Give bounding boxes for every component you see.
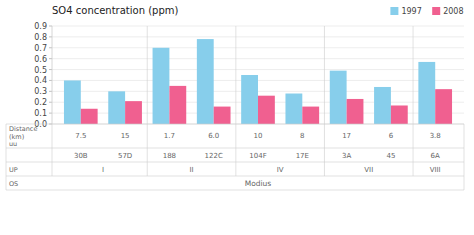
bar [347, 99, 364, 124]
tick [49, 80, 52, 81]
tick-label: 0.6 [34, 55, 47, 64]
bar [418, 62, 435, 124]
distance-label: 7.5 [75, 132, 86, 140]
category-label: 188 [163, 152, 176, 160]
table-line [6, 124, 464, 125]
tick-label: 0.1 [34, 109, 47, 118]
tick [49, 91, 52, 92]
tick [49, 69, 52, 70]
bars [64, 39, 452, 124]
table-line [6, 176, 464, 177]
grid-line [52, 26, 464, 27]
up-group-label: IV [277, 166, 284, 174]
tick [49, 102, 52, 103]
distance-label: 15 [121, 132, 130, 140]
bar [330, 71, 347, 124]
separator [324, 26, 325, 124]
table-divider [464, 176, 465, 190]
legend-label: 1997 [401, 7, 421, 16]
distance-label: 1.7 [164, 132, 175, 140]
tick [49, 113, 52, 114]
tick-label: 0.9 [34, 22, 47, 31]
distance-label: 17 [342, 132, 351, 140]
distance-label: 8 [300, 132, 304, 140]
bar [125, 101, 142, 124]
y-axis [52, 26, 53, 124]
category-label: 6A [431, 152, 440, 160]
table-divider [235, 124, 236, 176]
os-group-label: Modius [245, 179, 272, 188]
distance-label: 3.8 [430, 132, 441, 140]
category-label: 122C [205, 152, 223, 160]
tick-label: 0.4 [34, 76, 47, 85]
bar [241, 75, 258, 124]
row-label: OS [9, 180, 18, 188]
bar [214, 107, 231, 124]
tick [49, 26, 52, 27]
category-label: 45 [386, 152, 395, 160]
table-line [6, 148, 464, 149]
category-label: 17E [296, 152, 309, 160]
row-label: UP [9, 166, 18, 174]
legend-label: 2008 [443, 7, 463, 16]
bar [374, 87, 391, 124]
bar [391, 105, 408, 124]
bar [197, 39, 214, 124]
bar [64, 80, 81, 124]
row-label: uu [9, 140, 17, 148]
distance-label: 6 [389, 132, 394, 140]
legend-swatch [432, 7, 440, 15]
bar [435, 89, 452, 124]
category-label: 30B [74, 152, 88, 160]
grid-line [52, 58, 464, 59]
separator [147, 26, 148, 124]
grid-line [52, 69, 464, 70]
tick-label: 0.2 [34, 98, 47, 107]
bar [285, 94, 302, 124]
bar [258, 96, 275, 124]
bar [81, 109, 98, 124]
separator [235, 26, 236, 124]
category-label: 104F [249, 152, 266, 160]
table-divider [464, 124, 465, 176]
bar [302, 107, 319, 124]
up-group-label: II [189, 166, 193, 174]
title: SO4 concentration (ppm) [52, 5, 179, 16]
table-divider [324, 124, 325, 176]
table-line [6, 162, 464, 163]
distance-label: 6.0 [208, 132, 219, 140]
legend-swatch [390, 7, 398, 15]
distance-label: 10 [254, 132, 263, 140]
category-label: 57D [118, 152, 132, 160]
table-divider [147, 124, 148, 176]
chart: SO4 concentration (ppm)0.00.10.20.30.40.… [0, 0, 474, 235]
up-group-label: I [102, 166, 104, 174]
table-divider [6, 124, 7, 190]
tick [49, 36, 52, 37]
table-divider [52, 124, 53, 176]
tick-label: 0.7 [34, 44, 47, 53]
bar [108, 91, 125, 124]
tick [49, 58, 52, 59]
tick-label: 0.3 [34, 87, 47, 96]
tick [49, 47, 52, 48]
table-divider [413, 124, 414, 176]
grid-line [52, 36, 464, 37]
category-label: 3A [342, 152, 351, 160]
up-group-label: VIII [430, 166, 441, 174]
separator [413, 26, 414, 124]
grid-line [52, 47, 464, 48]
table-line [6, 190, 464, 191]
up-group-label: VII [364, 166, 373, 174]
bar [169, 86, 186, 124]
bar [153, 48, 170, 124]
tick-label: 0.5 [34, 66, 47, 75]
tick-label: 0.8 [34, 33, 47, 42]
